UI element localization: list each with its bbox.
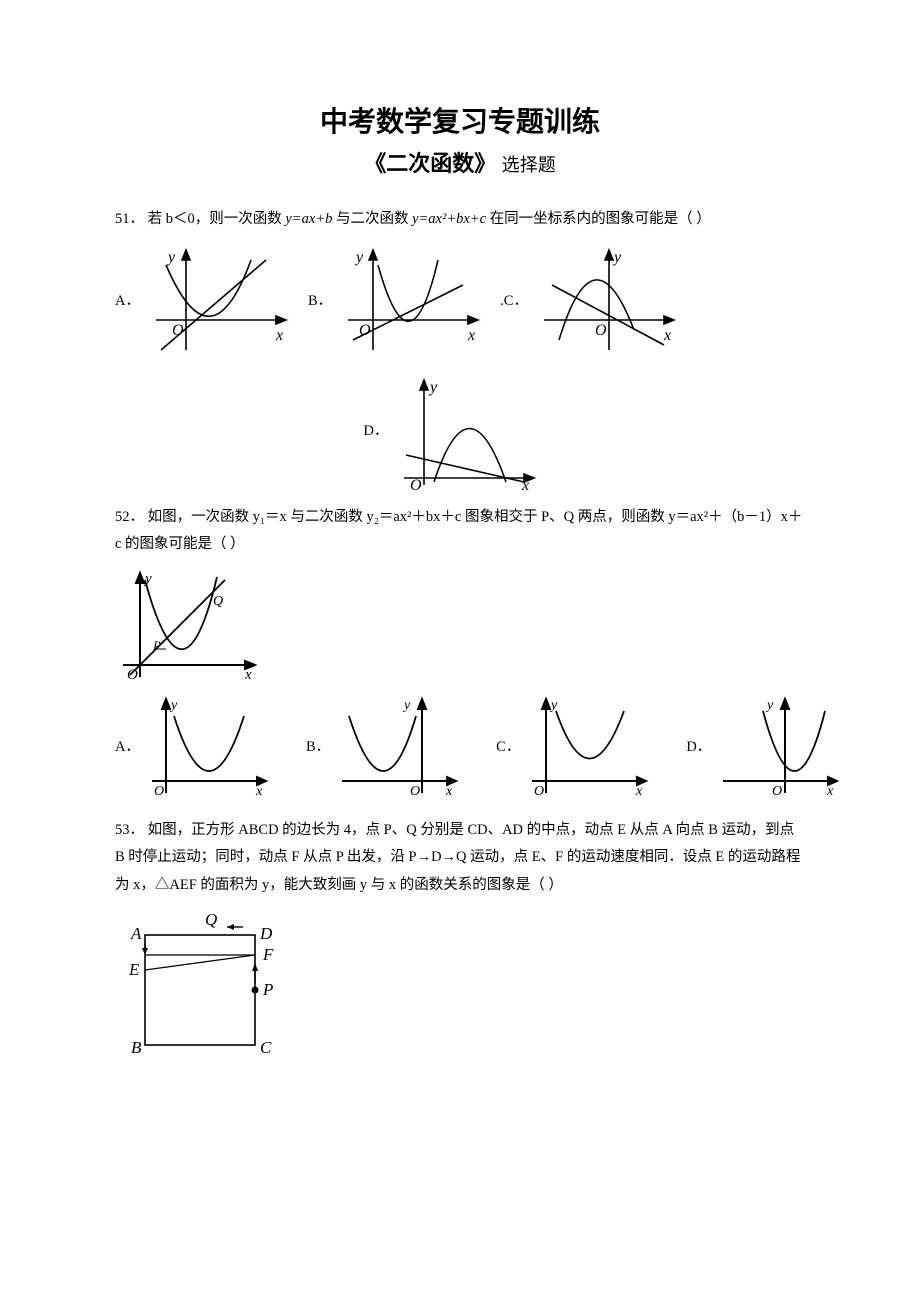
svg-text:x: x [635,784,643,799]
q52-option-c[interactable]: C． O x y [496,691,654,801]
page-title-sub: 《二次函数》 选择题 [115,146,805,178]
svg-text:Q: Q [205,910,217,929]
q51-optC-label: .C． [500,289,528,310]
q51-stem-a: 若 b＜0，则一次函数 [148,211,286,227]
svg-text:B: B [131,1038,142,1057]
q51-graph-d: O x y [394,370,544,490]
q52-graph-main: O x y P Q [115,565,265,685]
question-53: 53． 如图，正方形 ABCD 的边长为 4，点 P、Q 分别是 CD、AD 的… [115,817,805,900]
svg-text:x: x [244,667,252,683]
svg-text:x: x [255,784,263,799]
title-sub-a: 《二次函数》 [364,151,496,176]
q51-option-d[interactable]: D． O x y [364,370,545,490]
q52-stem: 如图，一次函数 y₁＝x 与二次函数 y₂＝ax²＋bx＋c 图象相交于 P、Q… [115,509,802,553]
q51-graph-b: O x y [338,240,488,360]
q51-graph-c: O x y [534,240,684,360]
svg-text:x: x [467,327,475,344]
svg-text:O: O [772,784,782,799]
q52-option-d[interactable]: D． O x y [686,691,845,801]
q51-option-c[interactable]: .C． O x y [500,240,684,360]
q52-options-row: A． O x y B． [115,691,805,801]
q52-optC-label: C． [496,735,520,756]
q52-graph-c: O x y [524,691,654,801]
q51-f2: y=ax²+bx+c [412,211,486,227]
svg-text:P: P [262,980,273,999]
svg-text:O: O [154,784,164,799]
svg-text:x: x [275,327,283,344]
q51-stem-b: 与二次函数 [336,211,412,227]
q51-optA-label: A． [115,289,140,310]
q51-stem-c: 在同一坐标系内的图象可能是（ ） [490,211,711,227]
svg-text:O: O [410,477,422,490]
question-52: 52． 如图，一次函数 y₁＝x 与二次函数 y₂＝ax²＋bx＋c 图象相交于… [115,504,805,559]
svg-text:y: y [402,698,411,713]
svg-text:y: y [166,249,176,266]
title-sub-b: 选择题 [502,155,556,175]
svg-text:y: y [549,698,558,713]
svg-text:A: A [130,924,142,943]
q52-option-a[interactable]: A． O x y [115,691,274,801]
svg-text:x: x [826,784,834,799]
svg-text:D: D [259,924,273,943]
question-51: 51． 若 b＜0，则一次函数 y=ax+b 与二次函数 y=ax²+bx+c … [115,206,805,234]
q51-optD-label: D． [364,419,389,440]
svg-text:y: y [354,249,364,266]
q52-optB-label: B． [306,735,330,756]
q51-num: 51． [115,211,144,227]
svg-text:O: O [595,322,607,339]
q52-graph-d: O x y [715,691,845,801]
q51-option-d-row: D． O x y [115,370,805,490]
svg-text:O: O [410,784,420,799]
svg-text:y: y [612,249,622,266]
svg-text:O: O [534,784,544,799]
q51-optB-label: B． [308,289,332,310]
q51-graph-a: O x y [146,240,296,360]
svg-text:y: y [765,698,774,713]
q51-f1: y=ax+b [285,211,332,227]
svg-text:y: y [169,698,178,713]
q53-num: 53． [115,822,144,838]
q53-square-diagram: A D B C Q P F E [115,905,285,1065]
q52-graph-a: O x y [144,691,274,801]
q53-stem: 如图，正方形 ABCD 的边长为 4，点 P、Q 分别是 CD、AD 的中点，动… [115,822,800,893]
svg-text:Q: Q [213,594,223,609]
q51-options-row1: A． O x y B． [115,240,805,360]
svg-text:x: x [445,784,453,799]
q51-option-a[interactable]: A． O x y [115,240,296,360]
q53-figure: A D B C Q P F E [115,905,805,1065]
q52-optD-label: D． [686,735,711,756]
q52-optA-label: A． [115,735,140,756]
svg-text:E: E [128,960,140,979]
q52-graph-b: O x y [334,691,464,801]
svg-text:x: x [663,327,671,344]
page-title-main: 中考数学复习专题训练 [115,100,805,140]
q52-num: 52． [115,509,144,525]
svg-text:F: F [262,945,274,964]
svg-text:P: P [152,638,161,653]
svg-text:C: C [260,1038,272,1057]
q52-option-b[interactable]: B． O x y [306,691,464,801]
q52-main-figure: O x y P Q [115,565,805,685]
svg-text:y: y [143,571,152,587]
svg-text:x: x [521,477,529,490]
svg-text:y: y [428,379,438,396]
q51-option-b[interactable]: B． O x y [308,240,488,360]
